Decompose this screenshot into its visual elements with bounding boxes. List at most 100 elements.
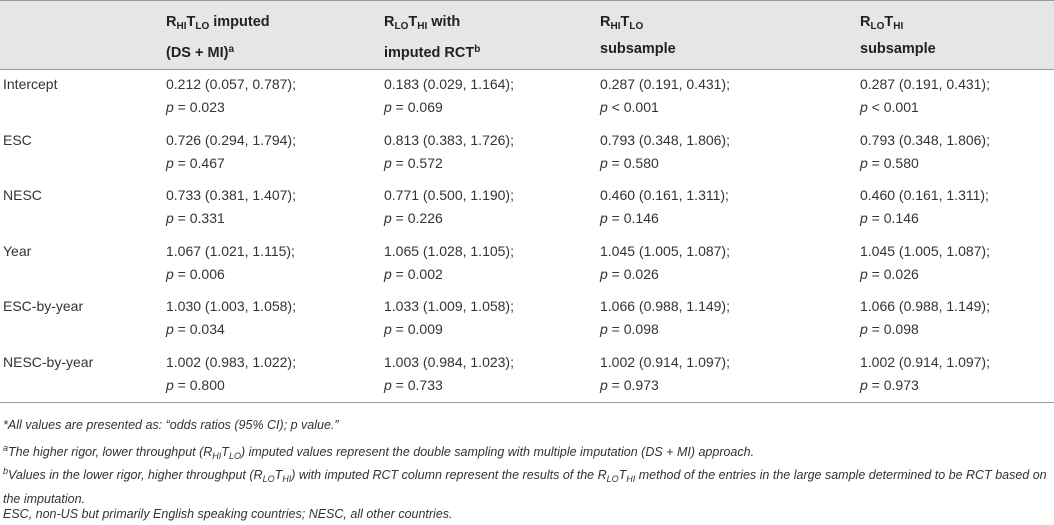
cell: 1.066 (0.988, 1.149); p = 0.098 (860, 295, 990, 341)
estimate: 0.460 (0.161, 1.311); (860, 187, 989, 203)
p-value: = 0.023 (173, 99, 225, 115)
p-symbol: p (600, 265, 608, 282)
footnote-sub: HI (212, 451, 222, 461)
p-value: = 0.800 (173, 376, 225, 393)
header-sub: LO (394, 21, 409, 32)
p-value: = 0.580 (867, 154, 919, 171)
estimate: 0.287 (0.191, 0.431); (860, 76, 990, 92)
p-symbol: p (166, 99, 174, 115)
p-symbol: p (166, 265, 174, 282)
estimate: 1.030 (1.003, 1.058); (166, 298, 296, 314)
header-sub: LO (195, 21, 210, 32)
p-value: = 0.331 (173, 210, 225, 226)
footnote-text: Values in the lower rigor, higher throug… (8, 468, 263, 482)
row-label: NESC-by-year (3, 353, 94, 370)
p-symbol: p (166, 154, 174, 171)
footnote: aThe higher rigor, lower throughput (RHI… (3, 438, 1053, 466)
header-text: R (600, 14, 611, 30)
header-text: T (408, 14, 418, 30)
estimate: 0.813 (0.383, 1.726); (384, 131, 514, 148)
p-symbol: p (600, 376, 608, 393)
header-sup: b (474, 44, 481, 55)
cell: 0.771 (0.500, 1.190); p = 0.226 (384, 184, 514, 230)
estimate: 1.066 (0.988, 1.149); (860, 298, 990, 314)
estimate: 1.033 (1.009, 1.058); (384, 298, 514, 314)
estimate: 1.002 (0.983, 1.022); (166, 353, 296, 370)
row-label: NESC (3, 187, 42, 203)
footnote: ESC, non-US but primarily English speaki… (3, 504, 1053, 524)
p-symbol: p (860, 99, 868, 115)
cell: 1.002 (0.914, 1.097); p = 0.973 (860, 351, 990, 397)
footnote: *All values are presented as: “odds rati… (3, 415, 1053, 435)
footnote-sub: LO (606, 474, 619, 484)
p-symbol: p (384, 376, 392, 393)
cell: 0.733 (0.381, 1.407); p = 0.331 (166, 184, 296, 230)
p-symbol: p (384, 321, 392, 337)
header-text: imputed RCT (384, 45, 475, 61)
estimate: 1.045 (1.005, 1.087); (860, 242, 990, 259)
p-value: = 0.006 (173, 265, 225, 282)
p-symbol: p (860, 154, 868, 171)
estimate: 1.002 (0.914, 1.097); (860, 353, 990, 370)
estimate: 0.212 (0.057, 0.787); (166, 76, 296, 92)
p-symbol: p (860, 321, 868, 337)
table-rule (0, 402, 1054, 403)
p-value: = 0.467 (173, 154, 225, 171)
p-value: = 0.034 (173, 321, 225, 337)
cell: 0.793 (0.348, 1.806); p = 0.580 (860, 129, 990, 175)
p-value: = 0.146 (867, 210, 919, 226)
p-value: = 0.226 (391, 210, 443, 226)
row-label: Year (3, 242, 32, 259)
p-value: = 0.026 (867, 265, 919, 282)
cell: 0.287 (0.191, 0.431); p < 0.001 (860, 73, 990, 119)
column-header: RHITLO imputed (DS + MI)a (166, 11, 270, 65)
p-symbol: p (384, 265, 392, 282)
estimate: 1.003 (0.984, 1.023); (384, 353, 514, 370)
header-sub: LO (629, 21, 644, 32)
header-text: subsample (600, 41, 676, 57)
p-value: = 0.572 (391, 154, 443, 171)
header-text: R (384, 14, 395, 30)
estimate: 0.793 (0.348, 1.806); (860, 131, 990, 148)
footnote-text: The higher rigor, lower throughput (R (8, 445, 213, 459)
p-value: = 0.973 (607, 376, 659, 393)
cell: 1.030 (1.003, 1.058); p = 0.034 (166, 295, 296, 341)
p-value: = 0.026 (607, 265, 659, 282)
estimate: 1.065 (1.028, 1.105); (384, 242, 514, 259)
p-symbol: p (166, 321, 174, 337)
header-text: imputed (209, 14, 270, 30)
header-text: R (166, 14, 177, 30)
p-value: = 0.146 (607, 210, 659, 226)
p-symbol: p (384, 154, 392, 171)
estimate: 0.726 (0.294, 1.794); (166, 131, 296, 148)
footnote-text: ESC, non-US but primarily English speaki… (3, 507, 453, 521)
header-sub: HI (417, 21, 428, 32)
footnote-text: *All values are presented as: “odds rati… (3, 418, 339, 432)
p-value: = 0.002 (391, 265, 443, 282)
column-header: RLOTHI with imputed RCTb (384, 11, 480, 65)
p-symbol: p (384, 99, 392, 115)
cell: 1.002 (0.983, 1.022); p = 0.800 (166, 351, 296, 397)
footnote-text: T (221, 445, 229, 459)
column-header: RHITLO subsample (600, 11, 676, 61)
p-symbol: p (384, 210, 392, 226)
p-symbol: p (860, 376, 868, 393)
footnote-text: T (618, 468, 627, 482)
cell: 0.460 (0.161, 1.311); p = 0.146 (860, 184, 989, 230)
p-value: = 0.069 (391, 99, 443, 115)
p-value: = 0.733 (391, 376, 443, 393)
cell: 0.287 (0.191, 0.431); p < 0.001 (600, 73, 730, 119)
cell: 1.003 (0.984, 1.023); p = 0.733 (384, 351, 514, 397)
footnote-text: T (274, 468, 283, 482)
estimate: 0.287 (0.191, 0.431); (600, 76, 730, 92)
header-sub: HI (176, 21, 187, 32)
cell: 0.183 (0.029, 1.164); p = 0.069 (384, 73, 514, 119)
header-text: T (884, 14, 894, 30)
estimate: 1.066 (0.988, 1.149); (600, 298, 730, 314)
p-value: < 0.001 (867, 99, 919, 115)
p-value: < 0.001 (607, 99, 659, 115)
header-sup: a (228, 44, 234, 55)
footnote-text: method of the entries in the large sampl… (3, 468, 1047, 506)
cell: 1.045 (1.005, 1.087); p = 0.026 (860, 240, 990, 286)
header-text: with (427, 14, 461, 30)
